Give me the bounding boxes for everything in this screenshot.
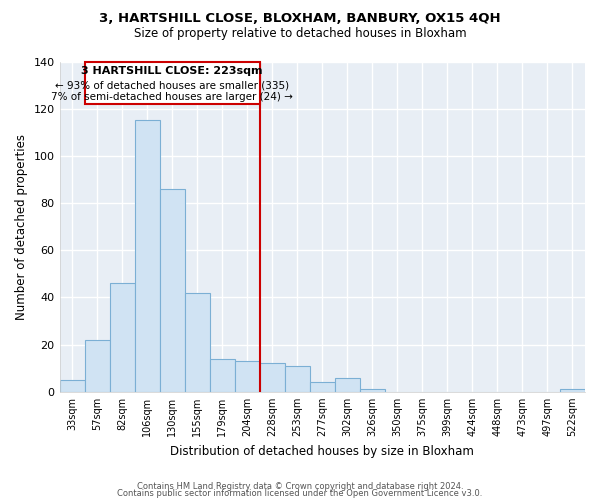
Bar — [360, 390, 385, 392]
Bar — [310, 382, 335, 392]
Text: Size of property relative to detached houses in Bloxham: Size of property relative to detached ho… — [134, 28, 466, 40]
Bar — [285, 366, 310, 392]
Text: Contains public sector information licensed under the Open Government Licence v3: Contains public sector information licen… — [118, 490, 482, 498]
Bar — [260, 364, 285, 392]
Bar — [560, 390, 585, 392]
Bar — [134, 120, 160, 392]
Y-axis label: Number of detached properties: Number of detached properties — [15, 134, 28, 320]
Bar — [110, 284, 134, 392]
Bar — [160, 189, 185, 392]
Bar — [85, 340, 110, 392]
Text: Contains HM Land Registry data © Crown copyright and database right 2024.: Contains HM Land Registry data © Crown c… — [137, 482, 463, 491]
Text: ← 93% of detached houses are smaller (335): ← 93% of detached houses are smaller (33… — [55, 80, 289, 90]
Text: 7% of semi-detached houses are larger (24) →: 7% of semi-detached houses are larger (2… — [51, 92, 293, 102]
Text: 3 HARTSHILL CLOSE: 223sqm: 3 HARTSHILL CLOSE: 223sqm — [82, 66, 263, 76]
Text: 3, HARTSHILL CLOSE, BLOXHAM, BANBURY, OX15 4QH: 3, HARTSHILL CLOSE, BLOXHAM, BANBURY, OX… — [99, 12, 501, 26]
Bar — [85, 62, 260, 104]
Bar — [235, 361, 260, 392]
Bar — [59, 380, 85, 392]
Bar — [335, 378, 360, 392]
Bar — [185, 292, 209, 392]
Bar — [209, 359, 235, 392]
X-axis label: Distribution of detached houses by size in Bloxham: Distribution of detached houses by size … — [170, 444, 474, 458]
